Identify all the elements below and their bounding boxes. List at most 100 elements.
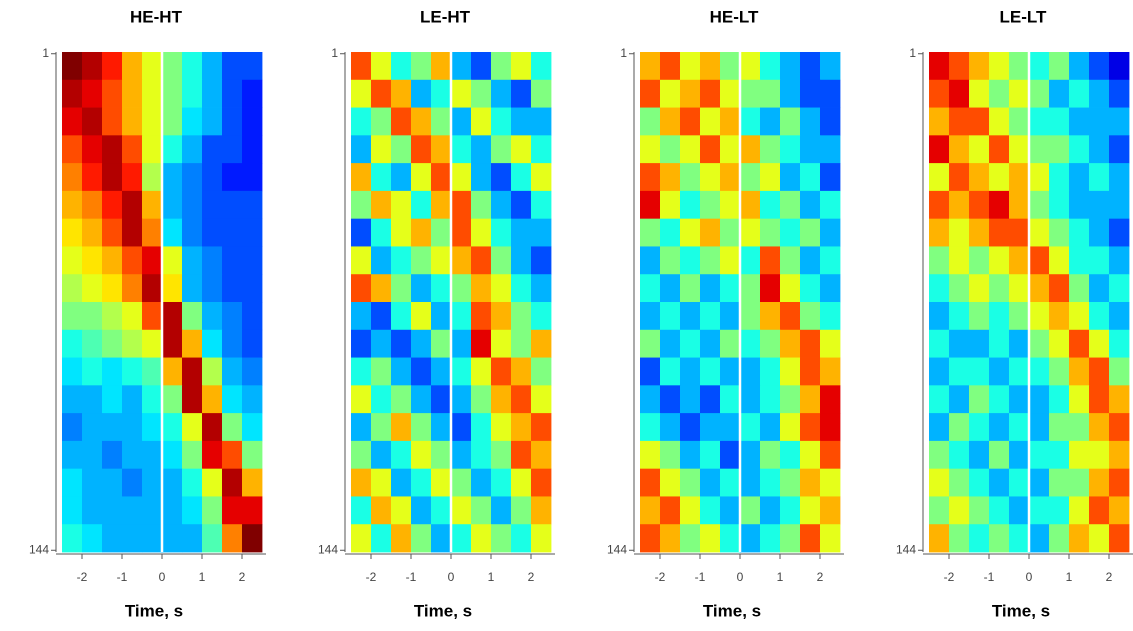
heat-cell [680, 52, 701, 81]
heat-cell [1029, 52, 1050, 81]
heat-cell [700, 274, 721, 303]
heat-cell [929, 107, 950, 136]
heat-cell [700, 385, 721, 414]
heat-cell [1029, 385, 1050, 414]
heat-cell [351, 357, 372, 386]
heat-cell [202, 524, 223, 553]
heat-cell [202, 496, 223, 525]
heat-cell [1069, 468, 1090, 497]
heat-cell [660, 52, 681, 81]
heat-cell [202, 302, 223, 331]
heat-cell [820, 218, 841, 247]
heat-cell [371, 468, 392, 497]
heat-cell [1009, 246, 1030, 275]
y-tick-label: 144 [896, 542, 916, 556]
heat-cell [242, 468, 263, 497]
heat-cell [1089, 496, 1110, 525]
heat-cell [491, 218, 512, 247]
heat-cell [949, 496, 970, 525]
heat-cell [780, 385, 801, 414]
heat-cell [62, 107, 83, 136]
heat-cell [142, 52, 163, 81]
heat-cell [411, 163, 432, 192]
heat-cell [720, 135, 741, 164]
heat-cell [82, 135, 103, 164]
heat-cell [1089, 190, 1110, 220]
heat-cell [222, 135, 243, 164]
heat-cell [800, 524, 821, 553]
heat-cell [760, 496, 781, 525]
heat-cell [391, 79, 412, 108]
heat-cell [1109, 218, 1130, 247]
heat-cell [989, 329, 1010, 358]
heat-cell [740, 524, 761, 553]
heat-cell [531, 413, 552, 442]
heat-cell [222, 468, 243, 497]
heat-cell [371, 357, 392, 386]
heat-cell [142, 468, 163, 497]
heat-cell [142, 274, 163, 303]
heat-cell [411, 79, 432, 108]
heat-cell [82, 385, 103, 414]
heat-cell [949, 79, 970, 108]
heat-cell [511, 163, 532, 192]
heat-cell [760, 385, 781, 414]
heat-cell [989, 440, 1010, 470]
heat-cell [760, 357, 781, 386]
heat-cell [740, 385, 761, 414]
heat-cell [102, 190, 123, 220]
heat-cell [1069, 385, 1090, 414]
heat-cell [182, 385, 203, 414]
heat-cell [182, 79, 203, 108]
heat-cell [640, 468, 661, 497]
heat-cell [969, 468, 990, 497]
heat-cell [511, 440, 532, 470]
heat-cell [820, 302, 841, 331]
heat-cell [760, 52, 781, 81]
heat-cell [491, 52, 512, 81]
heat-cell [740, 468, 761, 497]
heat-cell [800, 385, 821, 414]
heat-cell [949, 274, 970, 303]
heat-cell [142, 496, 163, 525]
heat-cell [989, 218, 1010, 247]
heat-cell [222, 190, 243, 220]
heat-cell [102, 468, 123, 497]
heat-cell [969, 79, 990, 108]
heat-cell [1009, 329, 1030, 358]
heat-cell [471, 107, 492, 136]
heat-cell [1009, 218, 1030, 247]
heat-cell [242, 524, 263, 553]
x-tick-label: 2 [528, 570, 535, 584]
heat-cell [491, 385, 512, 414]
heat-cell [1029, 468, 1050, 497]
heat-cell [780, 190, 801, 220]
heat-cell [62, 52, 83, 81]
heat-cell [640, 274, 661, 303]
heat-cell [351, 440, 372, 470]
heat-cell [660, 440, 681, 470]
heat-cell [1109, 440, 1130, 470]
heat-cell [1089, 107, 1110, 136]
heat-cell [222, 440, 243, 470]
heat-cell [929, 468, 950, 497]
heat-cell [391, 190, 412, 220]
heat-cell [760, 413, 781, 442]
heat-cell [62, 524, 83, 553]
heat-cell [531, 107, 552, 136]
heat-cell [202, 135, 223, 164]
heat-cell [740, 190, 761, 220]
heat-cell [989, 163, 1010, 192]
heat-cell [102, 329, 123, 358]
heat-cell [182, 329, 203, 358]
heat-cell [411, 496, 432, 525]
heat-cell [351, 79, 372, 108]
heat-cell [1109, 385, 1130, 414]
heat-cell [162, 218, 183, 247]
heat-cell [242, 190, 263, 220]
heat-cell [1069, 79, 1090, 108]
y-tick-label: 1 [909, 46, 916, 60]
heat-cell [820, 79, 841, 108]
heat-cell [660, 163, 681, 192]
heat-cell [740, 440, 761, 470]
